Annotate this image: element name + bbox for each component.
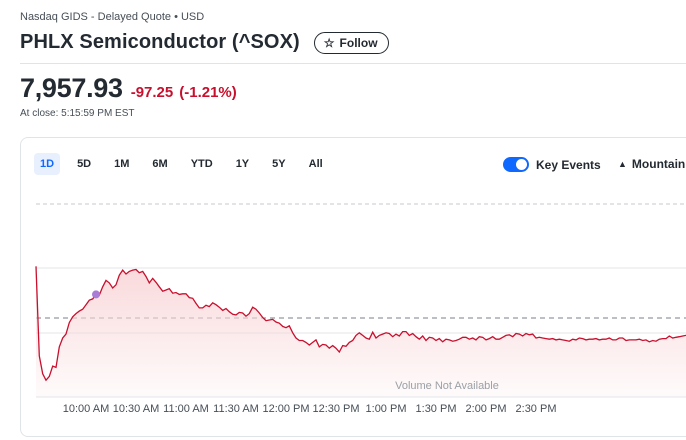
chart-type-label: Mountain — [631, 157, 686, 171]
x-axis: 10:00 AM 10:30 AM 11:00 AM 11:30 AM 12:00 PM… — [63, 403, 557, 415]
title-row: PHLX Semiconductor (^SOX) ☆ Follow — [20, 31, 389, 54]
price-row: 7,957.93 -97.25 (-1.21%) — [20, 73, 237, 104]
range-tab[interactable]: 1Y — [235, 158, 250, 170]
toggle-knob — [516, 159, 527, 170]
chart-type-menu[interactable]: ▲ Mountain — [618, 157, 685, 171]
x-tick-label: 2:00 PM — [466, 403, 507, 415]
price-change-percent: (-1.21%) — [179, 84, 237, 101]
x-tick-label: 1:00 PM — [366, 403, 407, 415]
mountain-icon: ▲ — [618, 159, 627, 169]
follow-button-label: Follow — [339, 35, 378, 50]
page-title: PHLX Semiconductor (^SOX) — [20, 31, 300, 53]
header-divider — [20, 63, 686, 64]
x-tick-label: 1:30 PM — [416, 403, 457, 415]
x-tick-label: 12:00 PM — [262, 403, 309, 415]
quote-source-label: Nasdaq GIDS - Delayed Quote • USD — [20, 11, 205, 23]
volume-unavailable-label: Volume Not Available — [395, 380, 499, 392]
range-tab[interactable]: 5D — [77, 158, 92, 170]
close-time: At close: 5:15:59 PM EST — [20, 108, 135, 119]
x-tick-label: 10:00 AM — [63, 403, 109, 415]
range-tab[interactable]: 6M — [152, 158, 168, 170]
x-tick-label: 10:30 AM — [113, 403, 159, 415]
key-events-toggle[interactable]: Key Events — [503, 157, 601, 172]
range-tab[interactable]: YTD — [190, 158, 213, 170]
key-event-marker[interactable] — [92, 290, 100, 299]
range-tab[interactable]: 1M — [114, 158, 130, 170]
toggle-switch[interactable] — [503, 157, 529, 172]
star-icon: ☆ — [323, 35, 335, 50]
price-area — [36, 266, 686, 397]
range-tab[interactable]: 1D — [34, 153, 61, 175]
x-tick-label: 11:00 AM — [163, 403, 209, 415]
price-line — [35, 266, 686, 382]
follow-button[interactable]: ☆ Follow — [313, 31, 389, 54]
price-change: -97.25 — [130, 84, 174, 101]
x-tick-label: 12:30 PM — [312, 403, 359, 415]
range-tab[interactable]: All — [308, 158, 323, 170]
range-tabs: 1D 5D 1M 6M YTD 1Y 5Y All — [34, 153, 340, 175]
range-tab[interactable]: 5Y — [272, 158, 286, 170]
x-tick-label: 2:30 PM — [516, 403, 557, 415]
x-tick-label: 11:30 AM — [213, 403, 259, 415]
key-events-label: Key Events — [536, 157, 601, 172]
current-price: 7,957.93 — [20, 73, 123, 103]
